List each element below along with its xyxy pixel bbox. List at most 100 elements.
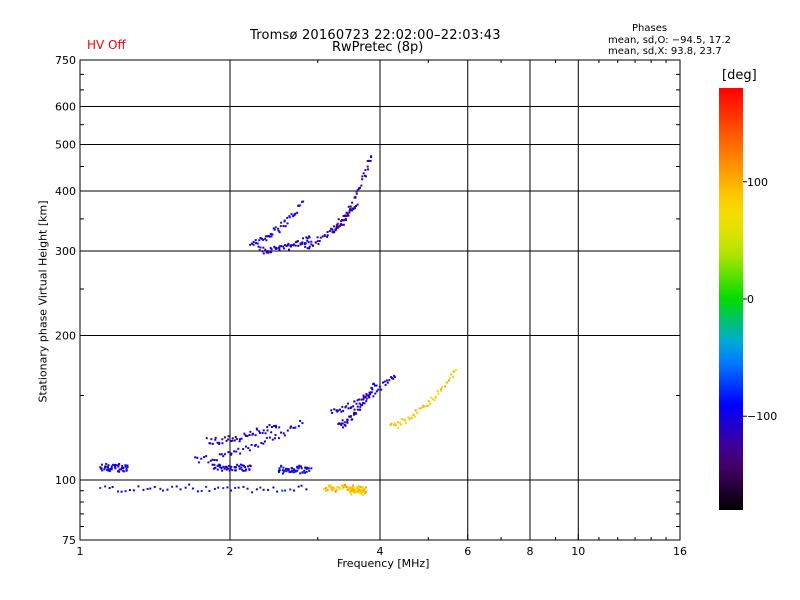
data-point bbox=[283, 434, 286, 437]
data-point bbox=[244, 469, 247, 472]
data-point bbox=[264, 235, 267, 238]
data-point bbox=[333, 487, 336, 490]
data-point bbox=[120, 490, 123, 493]
data-point bbox=[367, 168, 370, 171]
data-point bbox=[307, 467, 310, 470]
data-point bbox=[260, 237, 263, 240]
data-point bbox=[218, 443, 221, 446]
y-tick-label: 200 bbox=[55, 330, 76, 343]
data-point bbox=[209, 459, 212, 462]
data-point bbox=[323, 234, 326, 237]
data-point bbox=[343, 421, 346, 424]
data-point bbox=[290, 244, 293, 247]
y-tick-label: 500 bbox=[55, 139, 76, 152]
data-point bbox=[259, 237, 262, 240]
data-point bbox=[292, 471, 295, 474]
data-point bbox=[360, 491, 363, 494]
data-point bbox=[360, 184, 363, 187]
data-point bbox=[184, 486, 187, 489]
data-point bbox=[262, 429, 265, 432]
data-point bbox=[121, 469, 124, 472]
data-point bbox=[290, 213, 293, 216]
data-point bbox=[329, 484, 332, 487]
data-point bbox=[344, 217, 347, 220]
data-point bbox=[299, 472, 302, 475]
data-point bbox=[338, 487, 341, 490]
x-axis-label: Frequency [MHz] bbox=[337, 557, 430, 570]
data-point bbox=[191, 487, 194, 490]
data-point bbox=[125, 469, 128, 472]
data-point bbox=[254, 239, 257, 242]
data-point bbox=[259, 246, 262, 249]
data-point bbox=[434, 395, 437, 398]
data-point bbox=[216, 468, 219, 471]
data-point bbox=[222, 487, 225, 490]
data-point bbox=[278, 245, 281, 248]
data-point bbox=[305, 488, 308, 491]
data-point bbox=[284, 225, 287, 228]
data-point bbox=[334, 490, 337, 493]
data-point bbox=[231, 439, 234, 442]
data-point bbox=[331, 489, 334, 492]
data-point bbox=[430, 396, 433, 399]
data-point bbox=[330, 228, 333, 231]
data-point bbox=[263, 440, 266, 443]
data-point bbox=[393, 374, 396, 377]
data-point bbox=[390, 422, 393, 425]
data-point bbox=[258, 431, 261, 434]
data-point bbox=[362, 487, 365, 490]
data-point bbox=[361, 493, 364, 496]
data-point bbox=[120, 466, 123, 469]
data-point bbox=[342, 223, 345, 226]
data-point bbox=[369, 393, 372, 396]
data-point bbox=[342, 409, 345, 412]
data-point bbox=[366, 159, 369, 162]
data-point bbox=[357, 187, 360, 190]
data-point bbox=[453, 369, 456, 372]
data-point bbox=[326, 234, 329, 237]
data-point bbox=[327, 484, 330, 487]
data-point bbox=[325, 489, 328, 492]
data-point bbox=[126, 466, 129, 469]
data-point bbox=[221, 469, 224, 472]
data-point bbox=[115, 464, 118, 467]
data-point bbox=[353, 491, 356, 494]
data-point bbox=[365, 397, 368, 400]
data-point bbox=[208, 489, 211, 492]
data-point bbox=[301, 200, 304, 203]
data-point bbox=[396, 426, 399, 429]
data-point bbox=[258, 430, 261, 433]
data-point bbox=[436, 390, 439, 393]
data-point bbox=[284, 244, 287, 247]
data-point bbox=[318, 239, 321, 242]
data-point bbox=[249, 243, 252, 246]
data-point bbox=[269, 233, 272, 236]
data-point bbox=[319, 236, 322, 239]
data-point bbox=[346, 421, 349, 424]
data-point bbox=[355, 190, 358, 193]
data-point bbox=[246, 487, 249, 490]
data-point bbox=[393, 424, 396, 427]
data-point bbox=[354, 491, 357, 494]
data-point bbox=[437, 392, 440, 395]
data-point bbox=[336, 222, 339, 225]
data-point bbox=[171, 485, 174, 488]
data-point bbox=[341, 218, 344, 221]
data-point bbox=[301, 471, 304, 474]
data-point bbox=[256, 242, 259, 245]
data-point bbox=[294, 426, 297, 429]
data-point bbox=[272, 227, 275, 230]
data-point bbox=[124, 490, 127, 493]
data-point bbox=[270, 248, 273, 251]
data-point bbox=[341, 405, 344, 408]
data-point bbox=[116, 470, 119, 473]
hv-status: HV Off bbox=[87, 38, 126, 52]
data-point bbox=[194, 456, 197, 459]
data-point bbox=[137, 485, 140, 488]
data-point bbox=[298, 204, 301, 207]
data-point bbox=[356, 408, 359, 411]
colorbar-tick-label: 0 bbox=[747, 293, 754, 306]
data-point bbox=[105, 468, 108, 471]
data-point bbox=[244, 466, 247, 469]
